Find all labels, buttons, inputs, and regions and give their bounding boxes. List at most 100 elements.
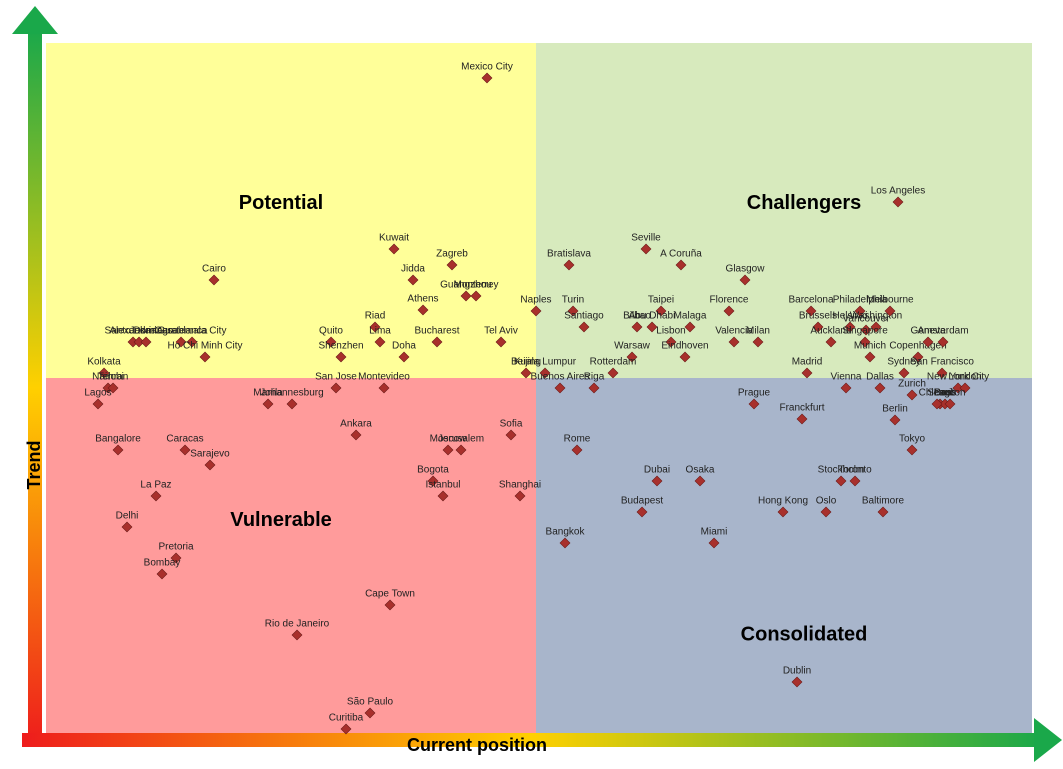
point xyxy=(889,414,901,426)
point-label: Franckfurt xyxy=(779,403,824,414)
point xyxy=(748,398,760,410)
point-label: Guangzhou xyxy=(440,280,492,291)
point-label: Vienna xyxy=(831,372,862,383)
point xyxy=(805,305,817,317)
point-label: Montevideo xyxy=(358,372,410,383)
point xyxy=(92,398,104,410)
point-label: Riga xyxy=(584,372,605,383)
y-axis-arrow xyxy=(28,30,42,745)
point xyxy=(860,324,872,336)
point-label: Madrid xyxy=(792,357,823,368)
point xyxy=(835,475,847,487)
point-label: Bangkok xyxy=(546,527,586,538)
point xyxy=(922,336,934,348)
point-label: Osaka xyxy=(686,465,715,476)
point-label: Dallas xyxy=(866,372,894,383)
point xyxy=(571,444,583,456)
point xyxy=(675,259,687,271)
point xyxy=(739,274,751,286)
point-label: La Paz xyxy=(140,480,171,491)
point-label: Alexandria xyxy=(109,326,157,337)
point-label: San Francisco xyxy=(910,357,974,368)
point-label: Glasgow xyxy=(726,264,766,275)
point-label: Sydney xyxy=(887,357,920,368)
point xyxy=(431,336,443,348)
point xyxy=(407,274,419,286)
point xyxy=(530,305,542,317)
point-label: Warsaw xyxy=(614,341,651,352)
point-label: Singapore xyxy=(842,326,888,337)
point xyxy=(812,321,824,333)
point-label: Lisbon xyxy=(656,326,685,337)
point xyxy=(626,351,638,363)
point-label: Caracas xyxy=(166,434,203,445)
point xyxy=(335,351,347,363)
point xyxy=(150,490,162,502)
quadrant-label: Vulnerable xyxy=(230,509,332,531)
point-label: Curitiba xyxy=(329,713,364,724)
point xyxy=(325,336,337,348)
point-label: Hong Kong xyxy=(758,496,808,507)
point xyxy=(388,243,400,255)
point-label: Tel Aviv xyxy=(484,326,518,337)
point-label: Boston xyxy=(934,388,965,399)
x-axis-arrowhead xyxy=(1034,718,1062,762)
point xyxy=(369,321,381,333)
point-label: Bombay xyxy=(144,558,181,569)
point-label: Shenzhen xyxy=(318,341,363,352)
point-label: Berlin xyxy=(882,404,908,415)
point xyxy=(364,707,376,719)
point xyxy=(884,305,896,317)
point-label: Lagos xyxy=(84,388,111,399)
point-label: Abu Dhabi xyxy=(629,311,676,322)
point xyxy=(121,521,133,533)
quadrant-label: Challengers xyxy=(747,192,861,214)
point xyxy=(455,444,467,456)
point-label: A Coruña xyxy=(660,249,702,260)
point xyxy=(931,398,943,410)
point xyxy=(631,321,643,333)
point-label: Doha xyxy=(392,341,416,352)
point-label: Los Angeles xyxy=(871,186,926,197)
point-label: Prague xyxy=(738,388,771,399)
point xyxy=(330,382,342,394)
point xyxy=(752,336,764,348)
point xyxy=(578,321,590,333)
point xyxy=(495,336,507,348)
point xyxy=(728,336,740,348)
point-label: Rotterdam xyxy=(590,357,637,368)
point xyxy=(98,367,110,379)
point-label: Lima xyxy=(369,326,391,337)
point-label: Nairobi xyxy=(92,372,124,383)
point xyxy=(723,305,735,317)
point-label: Amsterdam xyxy=(917,326,968,337)
quadrant xyxy=(536,378,1032,735)
point-label: Beijing xyxy=(511,357,541,368)
point-label: Dubai xyxy=(644,465,670,476)
point xyxy=(378,382,390,394)
point xyxy=(262,398,274,410)
point-label: Naples xyxy=(520,295,551,306)
point xyxy=(520,367,532,379)
point-label: Buenos Aires xyxy=(531,372,590,383)
point-label: Helsinki xyxy=(832,311,867,322)
point-label: Istanbul xyxy=(425,480,460,491)
point-label: Seville xyxy=(631,233,661,244)
point-label: Stockholm xyxy=(818,465,865,476)
point xyxy=(820,506,832,518)
point-label: Rome xyxy=(564,434,591,445)
point xyxy=(514,490,526,502)
point xyxy=(864,351,876,363)
point xyxy=(655,305,667,317)
point xyxy=(937,336,949,348)
point xyxy=(442,444,454,456)
point-label: Shanghai xyxy=(499,480,541,491)
point xyxy=(417,304,429,316)
point-label: Dublin xyxy=(783,666,811,677)
point-label: Taipei xyxy=(648,295,674,306)
point xyxy=(777,506,789,518)
point xyxy=(340,723,352,735)
point xyxy=(539,367,551,379)
point xyxy=(291,629,303,641)
point xyxy=(906,389,918,401)
